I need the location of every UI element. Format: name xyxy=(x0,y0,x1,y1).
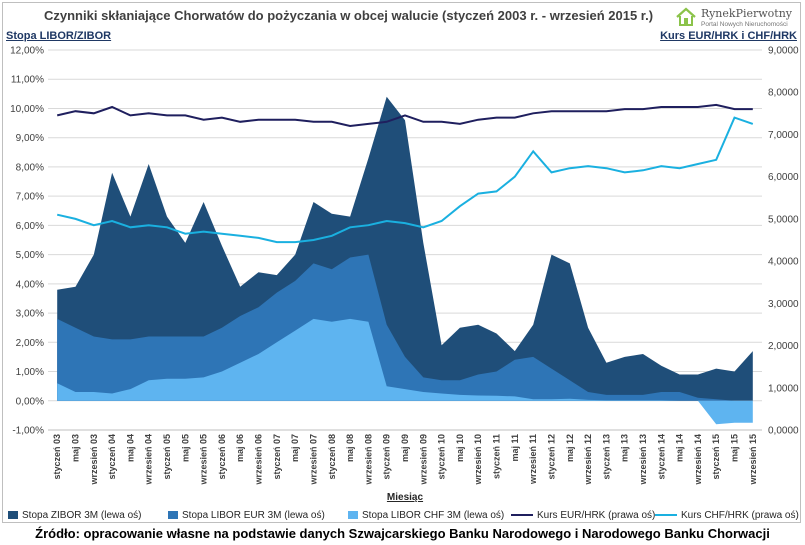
chart-legend: Stopa ZIBOR 3M (lewa oś) Stopa LIBOR EUR… xyxy=(8,510,800,522)
legend-swatch-eur-hrk xyxy=(511,514,533,517)
x-tick-label: maj 05 xyxy=(180,434,190,462)
left-tick-label: 11,00% xyxy=(11,75,44,86)
legend-swatch-libor-chf xyxy=(348,511,358,520)
left-tick-label: 3,00% xyxy=(16,309,44,320)
left-tick-label: 5,00% xyxy=(16,250,44,261)
line-series xyxy=(56,116,754,244)
x-tick-label: styczeń 08 xyxy=(327,434,337,480)
area-series xyxy=(57,254,753,401)
logo-subtitle: Portal Nowych Nieruchomości xyxy=(701,21,788,28)
rynek-pierwotny-logo: RynekPierwotny Portal Nowych Nieruchomoś… xyxy=(675,6,795,32)
x-tick-label: wrzesień 15 xyxy=(748,434,758,486)
legend-label-libor-chf: Stopa LIBOR CHF 3M (lewa oś) xyxy=(362,510,505,521)
x-tick-label: wrzesień 14 xyxy=(693,434,703,486)
left-tick-label: 6,00% xyxy=(16,221,44,232)
house-logo-icon xyxy=(676,7,696,26)
right-tick-label: 8,0000 xyxy=(768,88,799,99)
x-tick-label: wrzesień 03 xyxy=(89,434,99,486)
x-tick-label: maj 07 xyxy=(290,434,300,462)
legend-item-eur-hrk: Kurs EUR/HRK (prawa oś) xyxy=(511,510,655,521)
x-tick-label: wrzesień 11 xyxy=(528,434,538,485)
left-tick-label: 12,00% xyxy=(10,46,44,57)
legend-label-eur-hrk: Kurs EUR/HRK (prawa oś) xyxy=(537,510,656,521)
x-tick-label: styczeń 15 xyxy=(711,434,721,480)
legend-label-libor-eur: Stopa LIBOR EUR 3M (lewa oś) xyxy=(182,510,325,521)
x-tick-label: wrzesień 12 xyxy=(583,434,593,486)
left-tick-label: 1,00% xyxy=(16,367,44,378)
x-tick-label: maj 15 xyxy=(730,434,740,462)
x-tick-label: styczeń 10 xyxy=(437,434,447,480)
right-tick-label: 0,0000 xyxy=(768,426,799,437)
x-tick-label: styczeń 05 xyxy=(162,434,172,480)
left-tick-label: 0,00% xyxy=(16,396,44,407)
left-tick-label: 7,00% xyxy=(16,192,44,203)
x-tick-label: maj 09 xyxy=(400,434,410,462)
chart-title: Czynniki skłaniające Chorwatów do pożycz… xyxy=(44,8,654,23)
right-tick-label: 3,0000 xyxy=(768,299,799,310)
x-tick-label: styczeń 13 xyxy=(601,434,611,480)
left-tick-label: 4,00% xyxy=(16,279,44,290)
x-tick-label: maj 04 xyxy=(125,434,135,462)
x-tick-label: wrzesień 09 xyxy=(418,434,428,486)
legend-item-chf-hrk: Kurs CHF/HRK (prawa oś) xyxy=(655,510,799,521)
left-tick-label: 10,00% xyxy=(10,104,44,115)
line-series xyxy=(56,103,753,128)
source-note: Źródło: opracowanie własne na podstawie … xyxy=(35,526,770,541)
x-tick-label: styczeń 06 xyxy=(217,434,227,480)
legend-label-zibor: Stopa ZIBOR 3M (lewa oś) xyxy=(22,510,142,521)
x-tick-label: styczeń 14 xyxy=(656,434,666,480)
right-tick-label: 9,0000 xyxy=(768,46,799,57)
legend-swatch-chf-hrk xyxy=(655,514,677,517)
left-tick-label: 8,00% xyxy=(16,162,44,173)
x-tick-label: maj 06 xyxy=(235,434,245,462)
x-tick-label: styczeń 03 xyxy=(52,434,62,480)
legend-label-chf-hrk: Kurs CHF/HRK (prawa oś) xyxy=(681,510,799,521)
right-tick-label: 2,0000 xyxy=(768,341,799,352)
left-tick-label: -1,00% xyxy=(12,426,44,437)
legend-item-libor-chf: Stopa LIBOR CHF 3M (lewa oś) xyxy=(348,510,504,521)
x-tick-label: maj 08 xyxy=(345,434,355,462)
x-tick-label: styczeń 09 xyxy=(382,434,392,480)
right-tick-label: 1,0000 xyxy=(768,383,799,394)
x-tick-label: maj 11 xyxy=(510,434,520,462)
x-tick-label: styczeń 07 xyxy=(272,434,282,480)
left-axis-title: Stopa LIBOR/ZIBOR xyxy=(6,30,112,42)
legend-item-libor-eur: Stopa LIBOR EUR 3M (lewa oś) xyxy=(168,510,325,521)
legend-swatch-libor-eur xyxy=(168,511,178,520)
legend-swatch-zibor xyxy=(8,511,18,520)
x-tick-label: maj 14 xyxy=(675,434,685,462)
left-tick-label: 9,00% xyxy=(16,133,44,144)
left-tick-label: 2,00% xyxy=(16,338,44,349)
x-tick-label: maj 10 xyxy=(455,434,465,462)
x-axis-title: Miesiąc xyxy=(387,492,424,503)
x-tick-label: wrzesień 06 xyxy=(254,434,264,486)
logo-name: RynekPierwotny xyxy=(701,7,793,20)
right-tick-label: 5,0000 xyxy=(768,214,799,225)
x-tick-label: wrzesień 07 xyxy=(308,434,318,486)
x-tick-label: maj 03 xyxy=(70,434,80,462)
x-tick-label: wrzesień 08 xyxy=(363,434,373,486)
x-tick-label: styczeń 11 xyxy=(492,434,502,479)
area-series xyxy=(57,318,753,425)
x-tick-label: wrzesień 05 xyxy=(199,434,209,486)
x-tick-label: styczeń 12 xyxy=(546,434,556,480)
x-tick-label: wrzesień 13 xyxy=(638,434,648,486)
right-tick-label: 6,0000 xyxy=(768,172,799,183)
legend-item-zibor: Stopa ZIBOR 3M (lewa oś) xyxy=(8,510,141,521)
x-tick-label: maj 13 xyxy=(620,434,630,462)
right-tick-label: 4,0000 xyxy=(768,257,799,268)
x-tick-label: styczeń 04 xyxy=(107,434,117,480)
x-tick-label: wrzesień 04 xyxy=(144,434,154,486)
right-axis-title: Kurs EUR/HRK i CHF/HRK xyxy=(660,30,797,42)
right-tick-label: 7,0000 xyxy=(768,130,799,141)
x-tick-label: wrzesień 10 xyxy=(473,434,483,486)
x-tick-label: maj 12 xyxy=(565,434,575,462)
